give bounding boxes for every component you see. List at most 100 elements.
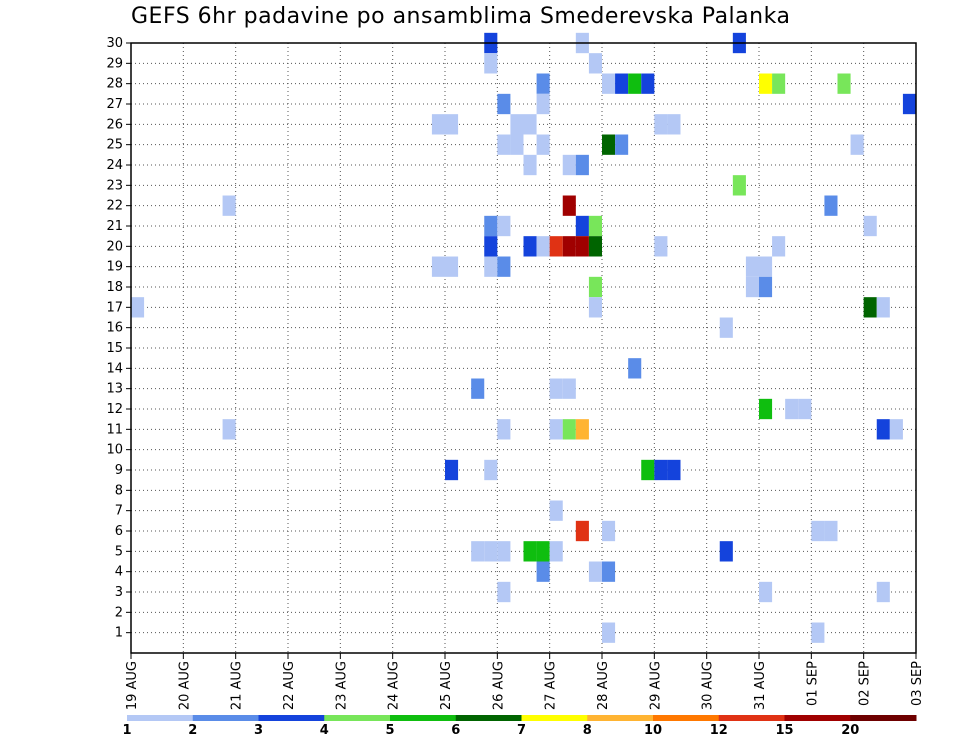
heatmap-cell xyxy=(759,276,773,298)
y-tick-label: 8 xyxy=(115,483,123,498)
ensemble-cells xyxy=(131,32,916,643)
heatmap-cell xyxy=(588,561,602,582)
heatmap-cell xyxy=(641,459,655,481)
heatmap-cell xyxy=(562,236,576,257)
heatmap-cell xyxy=(510,134,524,155)
colorbar: 1 2 3 4 5 6 7 8 10 12 15 20 xyxy=(122,715,917,738)
heatmap-cell xyxy=(772,236,786,257)
heatmap-cell xyxy=(654,236,668,257)
x-tick-label: 25 AUG xyxy=(439,661,454,710)
colorbar-label: 7 xyxy=(517,723,526,738)
heatmap-cell xyxy=(536,134,550,155)
heatmap-cell xyxy=(837,73,851,94)
heatmap-cell xyxy=(759,256,773,277)
heatmap-cell xyxy=(431,256,445,277)
x-tick-label: 03 SEP xyxy=(910,661,925,706)
heatmap-cell xyxy=(654,459,668,481)
x-tick-label: 24 AUG xyxy=(387,661,402,710)
heatmap-cell xyxy=(523,114,537,135)
heatmap-cell xyxy=(863,215,877,237)
colorbar-swatch xyxy=(587,715,654,721)
heatmap-cell xyxy=(536,236,550,257)
heatmap-cell xyxy=(602,622,616,643)
colorbar-label: 10 xyxy=(644,723,662,738)
heatmap-cell xyxy=(562,195,576,216)
colorbar-label: 5 xyxy=(385,723,394,738)
heatmap-cell xyxy=(602,561,616,582)
heatmap-cell xyxy=(824,520,838,542)
x-tick-label: 19 AUG xyxy=(125,661,140,710)
y-tick-label: 27 xyxy=(106,97,123,112)
heatmap-cell xyxy=(222,195,236,216)
y-tick-label: 24 xyxy=(106,158,123,173)
heatmap-cell xyxy=(876,297,890,318)
heatmap-cell xyxy=(549,500,563,521)
heatmap-cell xyxy=(667,459,681,481)
colorbar-swatch xyxy=(718,715,785,721)
y-tick-label: 18 xyxy=(106,280,123,295)
y-tick-label: 14 xyxy=(106,361,123,376)
heatmap-cell xyxy=(798,398,812,420)
colorbar-swatch xyxy=(390,715,457,721)
y-tick-label: 1 xyxy=(115,626,123,641)
heatmap-cell xyxy=(719,317,733,338)
x-tick-label: 27 AUG xyxy=(544,661,559,710)
heatmap-cell xyxy=(759,398,773,420)
y-tick-label: 15 xyxy=(106,341,123,356)
heatmap-cell xyxy=(588,215,602,237)
heatmap-cell xyxy=(575,236,589,257)
heatmap-cell xyxy=(588,276,602,298)
colorbar-label: 20 xyxy=(841,723,859,738)
heatmap-cell xyxy=(471,541,485,562)
y-tick-label: 3 xyxy=(115,585,123,600)
heatmap-cell xyxy=(445,256,459,277)
heatmap-cell xyxy=(562,378,576,399)
heatmap-cell xyxy=(654,114,668,135)
colorbar-label: 1 xyxy=(122,723,131,738)
colorbar-label: 8 xyxy=(583,723,592,738)
heatmap-cell xyxy=(497,93,511,115)
heatmap-cell xyxy=(523,154,537,176)
x-tick-label: 30 AUG xyxy=(701,661,716,710)
y-tick-label: 11 xyxy=(106,422,123,437)
y-tick-label: 2 xyxy=(115,605,123,620)
heatmap-cell xyxy=(876,419,890,440)
heatmap-cell xyxy=(602,73,616,94)
colorbar-swatch xyxy=(127,715,194,721)
heatmap-cell xyxy=(588,236,602,257)
heatmap-cell xyxy=(602,134,616,155)
heatmap-cell xyxy=(615,73,629,94)
y-tick-label: 16 xyxy=(106,321,123,336)
colorbar-swatch xyxy=(258,715,325,721)
colorbar-swatch xyxy=(850,715,917,721)
y-tick-label: 4 xyxy=(115,565,123,580)
heatmap-cell xyxy=(536,93,550,115)
x-tick-label: 22 AUG xyxy=(282,661,297,710)
x-tick-label: 26 AUG xyxy=(491,661,506,710)
heatmap-cell xyxy=(484,215,498,237)
heatmap-cell xyxy=(536,73,550,94)
y-tick-label: 23 xyxy=(106,178,123,193)
y-tick-label: 12 xyxy=(106,402,123,417)
heatmap-cell xyxy=(445,114,459,135)
heatmap-cell xyxy=(575,215,589,237)
heatmap-cell xyxy=(536,541,550,562)
heatmap-cell xyxy=(811,622,825,643)
x-tick-label: 29 AUG xyxy=(648,661,663,710)
y-tick-label: 26 xyxy=(106,117,123,132)
x-axis: 19 AUG 20 AUG 21 AUG 22 AUG 23 AUG 24 AUG 25 A… xyxy=(125,653,925,710)
y-tick-label: 22 xyxy=(106,199,123,214)
x-tick-label: 01 SEP xyxy=(805,661,820,706)
heatmap-cell xyxy=(602,520,616,542)
colorbar-swatch xyxy=(192,715,259,721)
colorbar-label: 6 xyxy=(451,723,460,738)
heatmap-cell xyxy=(902,93,916,115)
colorbar-label: 15 xyxy=(775,723,793,738)
y-tick-label: 30 xyxy=(106,36,123,51)
heatmap-cell xyxy=(549,419,563,440)
heatmap-cell xyxy=(131,297,145,318)
heatmap-cell xyxy=(575,154,589,176)
y-tick-label: 5 xyxy=(115,544,123,559)
heatmap-cell xyxy=(523,541,537,562)
heatmap-cell xyxy=(497,541,511,562)
